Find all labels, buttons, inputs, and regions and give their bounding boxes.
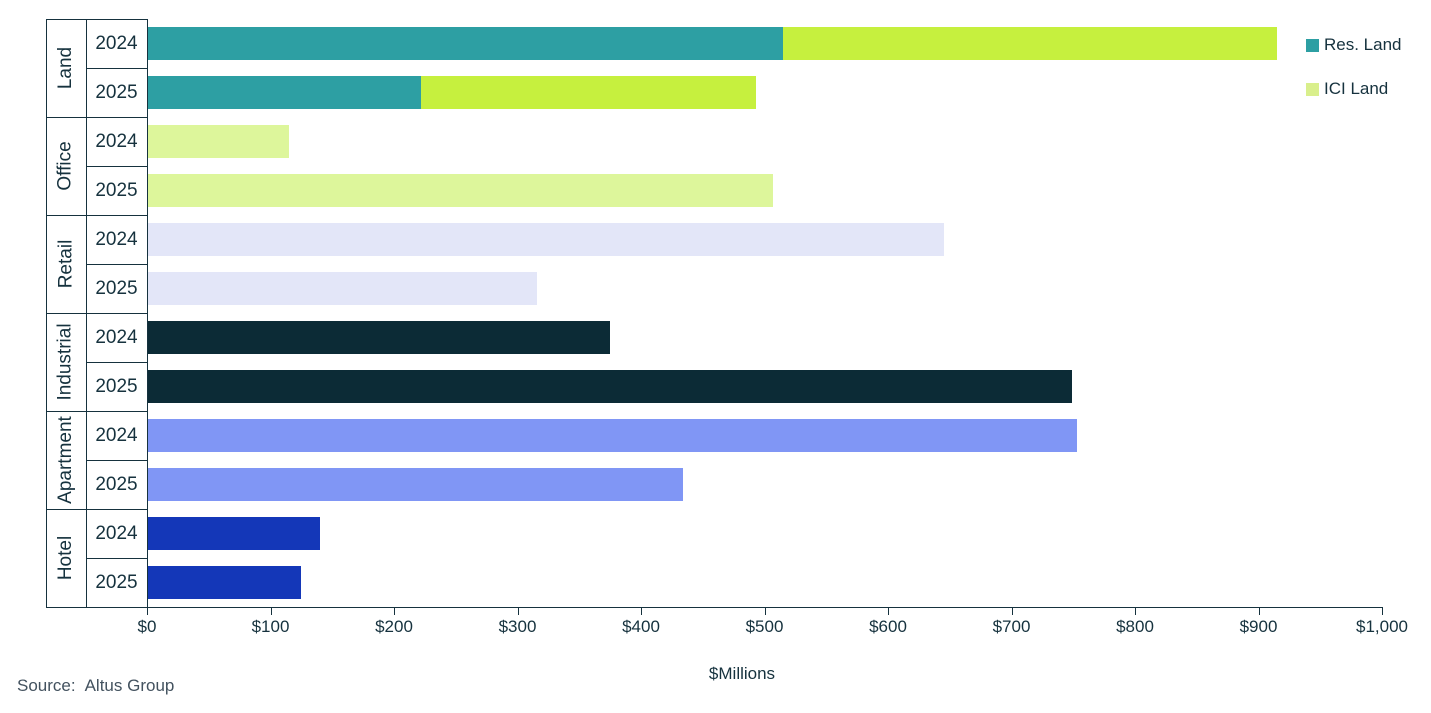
group-label-industrial: Industrial [46,313,86,411]
year-separator [86,264,147,265]
group-label-text: Industrial [55,323,77,401]
bar-segment-office-2025 [147,174,774,207]
bar-segment-hotel-2025 [147,566,302,599]
source-note: Source: Altus Group [17,676,174,696]
row-label-retail-2025: 2025 [95,277,138,299]
source-value: Altus Group [84,676,175,695]
group-label-land: Land [46,19,86,117]
bar-segment-land-2025 [147,76,422,109]
row-label-apartment-2025: 2025 [95,473,138,495]
year-separator [86,68,147,69]
x-tick-mark [888,607,889,615]
x-tick-label: $100 [251,617,290,636]
bar-segment-apartment-2024 [147,419,1077,452]
bar-segment-retail-2025 [147,272,538,305]
group-label-text: Hotel [55,535,77,581]
year-separator [86,460,147,461]
group-label-text: Retail [55,239,77,289]
x-axis-line [46,607,1382,608]
legend-label: Res. Land [1324,35,1402,54]
row-label-apartment-2024: 2024 [95,424,138,446]
group-separator [46,117,147,118]
x-tick-mark [1011,607,1013,615]
x-tick-label: $600 [869,617,907,636]
x-tick-label: $800 [1116,617,1154,636]
row-label-industrial-2025: 2025 [95,375,138,397]
group-label-office: Office [46,117,86,215]
bar-segment-retail-2024 [147,223,944,256]
row-label-hotel-2025: 2025 [95,571,138,593]
x-tick-mark [517,607,519,615]
group-label-text: Office [55,141,76,191]
x-tick-mark [764,607,766,615]
legend-item-ici-land: ICI Land [1306,79,1402,98]
x-tick-mark [1382,607,1383,615]
x-tick-label: $200 [375,617,413,636]
x-tick-mark [1135,607,1136,615]
group-label-text: Land [55,46,76,90]
row-label-land-2024: 2024 [95,32,138,54]
row-label-land-2025: 2025 [95,81,138,103]
year-separator [86,166,147,167]
x-tick-mark [1258,607,1260,615]
year-separator [86,362,147,363]
bar-segment-apartment-2025 [147,468,683,501]
x-tick-mark [641,607,642,615]
x-tick-label: $400 [622,617,660,636]
x-tick-label: $1,000 [1356,617,1408,636]
x-axis-title: $Millions [708,664,776,683]
group-label-apartment: Apartment [46,411,86,509]
x-tick-mark [394,607,395,615]
group-separator [46,313,147,314]
group-separator [46,411,147,412]
group-separator [46,509,147,510]
row-label-retail-2024: 2024 [95,228,138,250]
legend-item-res-land: Res. Land [1306,35,1402,54]
res-land-swatch-icon [1306,38,1319,52]
x-tick-mark [147,607,148,615]
x-tick-label: $500 [745,617,784,636]
row-label-hotel-2024: 2024 [95,522,138,544]
year-separator [86,558,147,559]
y-axis-spine [147,19,148,607]
legend: Res. Land ICI Land [1306,35,1402,124]
bar-segment-hotel-2024 [147,517,320,550]
row-label-industrial-2024: 2024 [95,326,138,348]
gutter-top-border [46,19,147,20]
source-label: Source: [17,676,76,695]
bar-segment-land-2025 [421,76,756,109]
bar-segment-office-2024 [147,125,290,158]
row-label-office-2024: 2024 [95,130,138,152]
group-label-text: Apartment [55,416,76,504]
group-label-hotel: Hotel [46,509,86,607]
x-tick-label: $300 [498,617,537,636]
ici-land-swatch-icon [1306,82,1319,96]
x-tick-label: $900 [1239,617,1278,636]
x-tick-label: $0 [137,617,157,636]
bar-segment-industrial-2024 [147,321,611,354]
x-tick-mark [270,607,272,615]
row-label-office-2025: 2025 [95,179,138,201]
bar-segment-land-2024 [783,27,1278,60]
x-tick-label: $700 [992,617,1031,636]
bar-segment-land-2024 [147,27,784,60]
legend-label: ICI Land [1324,79,1389,98]
bar-segment-industrial-2025 [147,370,1072,403]
group-label-retail: Retail [46,215,86,313]
group-separator [46,215,147,216]
